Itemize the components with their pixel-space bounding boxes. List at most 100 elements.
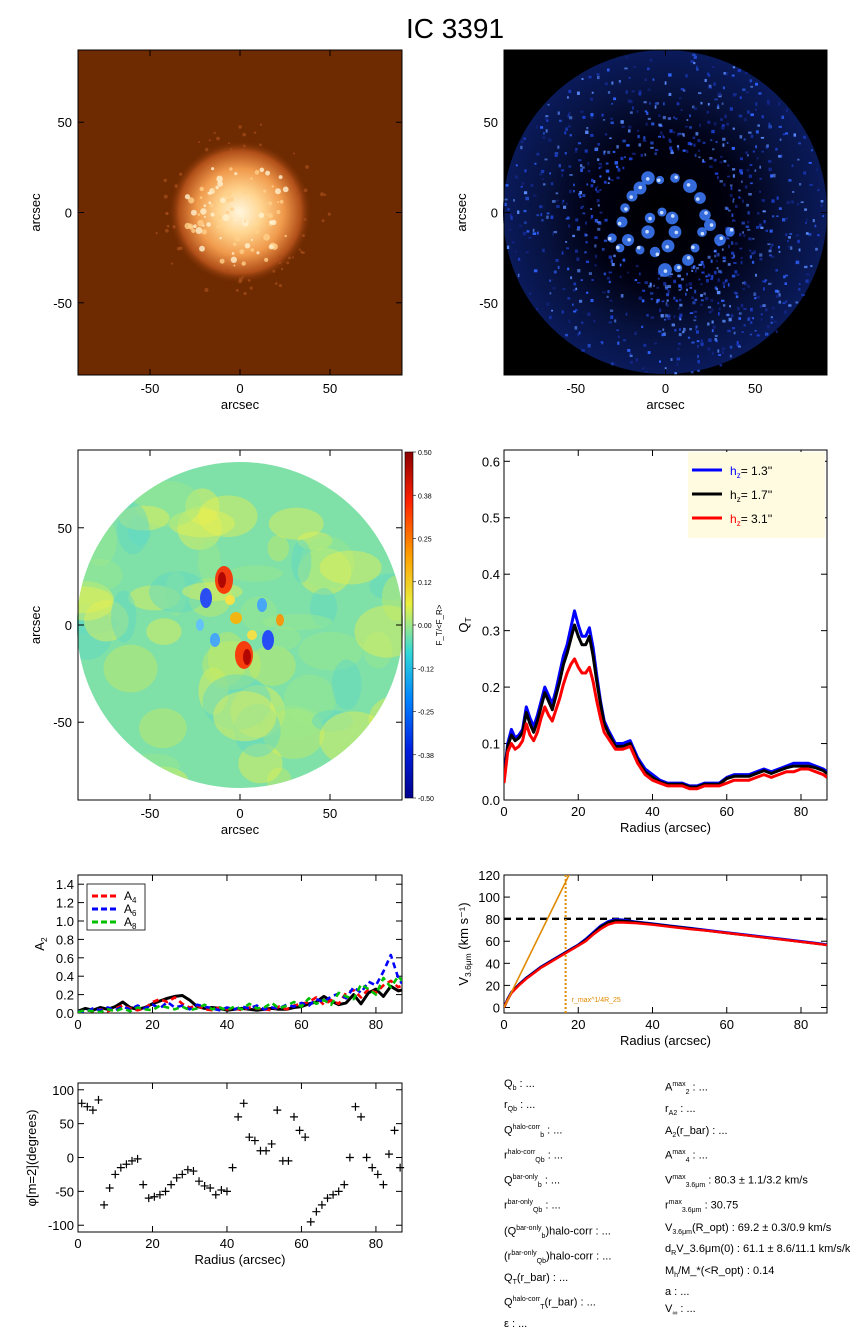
y-tick-label: 50 xyxy=(58,115,72,130)
y-axis-label: A2 xyxy=(32,937,49,951)
y-axis-label: V3.6μm (km s⁻¹) xyxy=(456,902,473,985)
y-tick-label: 60 xyxy=(486,934,500,949)
x-tick-label: 0 xyxy=(236,381,243,396)
y-tick-label: 0.1 xyxy=(482,737,500,752)
colorbar: 0.50 0.38 0.25 0.12 0.00 -0.12 -0.25 -0.38 -0.50… xyxy=(404,450,444,803)
parameter-row: rQb : ... xyxy=(504,1099,536,1114)
parameter-row: Amax2 : ... xyxy=(665,1081,708,1096)
y-tick-label: 20 xyxy=(486,978,500,993)
parameter-row: a : ... xyxy=(665,1285,690,1298)
data-point xyxy=(77,1099,86,1108)
x-tick-label: -50 xyxy=(141,806,160,821)
colorbar-tick-label: -0.25 xyxy=(418,710,434,717)
data-point xyxy=(273,1106,282,1115)
data-point xyxy=(189,1167,198,1176)
data-point xyxy=(351,1102,360,1111)
data-point xyxy=(334,1187,343,1196)
colorbar-tick-label: 0.50 xyxy=(418,450,432,457)
parameter-row: rmax3.6μm : 30.75 xyxy=(665,1199,739,1215)
y-tick-label: 120 xyxy=(478,868,500,883)
image-top-right xyxy=(503,49,828,376)
y-tick-label: 0.6 xyxy=(482,454,500,469)
y-tick-label: 1.0 xyxy=(56,914,74,929)
parameter-row: QT(r_bar) : ... xyxy=(504,1271,569,1286)
y-tick-label: -50 xyxy=(53,715,72,730)
data-point xyxy=(144,1194,153,1203)
data-point xyxy=(100,1200,109,1209)
galaxy-knots xyxy=(155,123,331,296)
y-tick-label: 100 xyxy=(52,1083,74,1098)
y-tick-label: 0.2 xyxy=(56,988,74,1003)
x-tick-label: 0 xyxy=(74,1236,81,1251)
series-line-h-z-3-1- xyxy=(504,657,827,791)
data-point xyxy=(317,1200,326,1209)
data-point xyxy=(155,1190,164,1199)
x-tick-label: 40 xyxy=(645,804,659,819)
y-tick-label: 40 xyxy=(486,956,500,971)
data-point xyxy=(368,1163,377,1172)
colorbar-tick-label: -0.12 xyxy=(418,666,434,673)
y-tick-label: 1.4 xyxy=(56,877,74,892)
parameter-row: Vmax3.6μm : 80.3 ± 1.1/3.2 km/s xyxy=(665,1174,808,1190)
y-tick-label: 100 xyxy=(478,890,500,905)
image-top-left xyxy=(77,49,403,376)
force-map-disk xyxy=(77,462,403,788)
data-point xyxy=(222,1187,231,1196)
legend-entry: hz= 1.3'' xyxy=(730,464,772,480)
legend-entry: A6 xyxy=(124,902,137,918)
x-axis-label: Radius (arcsec) xyxy=(620,820,711,835)
parameter-row: Qbar-onlyb : ... xyxy=(504,1174,561,1190)
y-axis-label: arcsec xyxy=(28,605,43,644)
chart-am: 0 20 40 60 80 0.0 0.2 0.4 0.6 0.8 1.0 1.2 1.4 A2 A4A6A… xyxy=(32,874,403,1032)
y-tick-label: 1.2 xyxy=(56,896,74,911)
y-tick-label: 0 xyxy=(67,1151,74,1166)
x-tick-label: 80 xyxy=(794,1017,808,1032)
x-tick-label: -50 xyxy=(141,381,160,396)
x-tick-label: 60 xyxy=(720,1017,734,1032)
figure: IC 3391 -50 0 50 50 0 -50 arcsec arcsec -50 0 50 5… xyxy=(24,13,828,1267)
y-tick-label: 0 xyxy=(493,1000,500,1015)
x-tick-label: 60 xyxy=(294,1017,308,1032)
chart-rc: 0 20 40 60 80 0 20 40 60 80 100 120 Radius (arcsec) r… xyxy=(456,868,828,1048)
data-point xyxy=(183,1165,192,1174)
x-tick-label: 0 xyxy=(500,804,507,819)
data-point xyxy=(329,1190,338,1199)
x-tick-label: 40 xyxy=(645,1017,659,1032)
x-tick-label: 0 xyxy=(500,1017,507,1032)
data-point xyxy=(88,1106,97,1115)
parameter-row: rbar-onlyQb : ... xyxy=(504,1199,561,1215)
y-axis-label: QT xyxy=(456,617,473,632)
parameter-row: (rbar-onlyQb)halo-corr : ... xyxy=(504,1249,612,1265)
parameter-row: Qhalo-corrb : ... xyxy=(504,1123,563,1139)
data-point xyxy=(116,1163,125,1172)
data-point xyxy=(105,1183,114,1192)
legend-entry: hz= 3.1'' xyxy=(730,512,772,528)
y-tick-label: -50 xyxy=(479,296,498,311)
data-point xyxy=(111,1170,120,1179)
parameter-row: A2(r_bar) : ... xyxy=(665,1124,728,1139)
y-tick-label: 0.0 xyxy=(56,1006,74,1021)
y-tick-label: 0 xyxy=(491,206,498,221)
data-point xyxy=(150,1192,159,1201)
series-line-tangent xyxy=(504,875,570,1008)
x-tick-label: 20 xyxy=(145,1236,159,1251)
y-tick-label: 0.4 xyxy=(56,969,74,984)
data-point xyxy=(312,1207,321,1216)
parameter-row: Qhalo-corrT(r_bar) : ... xyxy=(504,1296,596,1312)
x-tick-label: 0 xyxy=(662,381,669,396)
x-axis-label: arcsec xyxy=(646,397,685,412)
force-map xyxy=(77,449,403,801)
x-tick-label: 80 xyxy=(369,1017,383,1032)
data-point xyxy=(340,1180,349,1189)
series-line-rc-black xyxy=(504,919,827,1008)
y-tick-label: -100 xyxy=(48,1218,74,1233)
x-axis-label: arcsec xyxy=(221,822,260,837)
y-tick-label: 0.2 xyxy=(482,680,500,695)
colorbar-tick-label: 0.25 xyxy=(418,537,432,544)
data-point xyxy=(133,1154,142,1163)
series-line-rc-red xyxy=(504,921,827,1009)
chart-phase: 0 20 40 60 80 100 50 0 -50 -100 Radius (arcsec) φ[m… xyxy=(24,1082,405,1267)
colorbar-tick-label: -0.38 xyxy=(418,753,434,760)
parameter-row: V3.6μm(R_opt) : 69.2 ± 0.3/0.9 km/s xyxy=(665,1221,832,1236)
data-point xyxy=(211,1190,220,1199)
